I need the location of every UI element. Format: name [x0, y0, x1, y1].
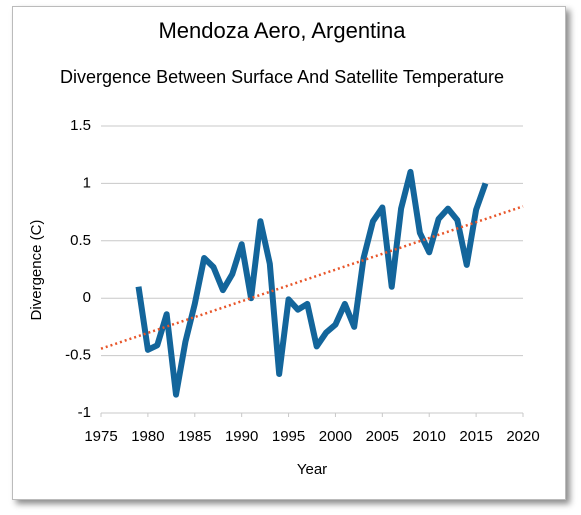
- x-tick-label: 1975: [84, 428, 117, 445]
- x-tick-label: 2005: [366, 428, 399, 445]
- y-tick-label: -1: [78, 404, 91, 421]
- x-tick-label: 1990: [225, 428, 258, 445]
- trend-line: [100, 205, 524, 350]
- x-tick-label: 2010: [413, 428, 446, 445]
- y-tick-label: 0: [83, 289, 91, 306]
- chart-panel: [12, 6, 566, 500]
- y-tick-label: 1.5: [70, 117, 91, 134]
- chart-title: Mendoza Aero, Argentina: [158, 18, 406, 43]
- x-tick-label: 1980: [131, 428, 164, 445]
- x-tick-label: 1985: [178, 428, 211, 445]
- y-tick-label: 0.5: [70, 232, 91, 249]
- y-tick-label: -0.5: [65, 347, 91, 364]
- x-tick-label: 2015: [459, 428, 492, 445]
- data-line: [135, 168, 489, 398]
- x-axis-label: Year: [297, 461, 327, 478]
- x-tick-label: 1995: [272, 428, 305, 445]
- x-tick-label: 2000: [319, 428, 352, 445]
- chart-subtitle: Divergence Between Surface And Satellite…: [60, 67, 504, 87]
- y-tick-label: 1: [83, 174, 91, 191]
- y-axis-label: Divergence (C): [28, 220, 45, 321]
- x-tick-label: 2020: [506, 428, 539, 445]
